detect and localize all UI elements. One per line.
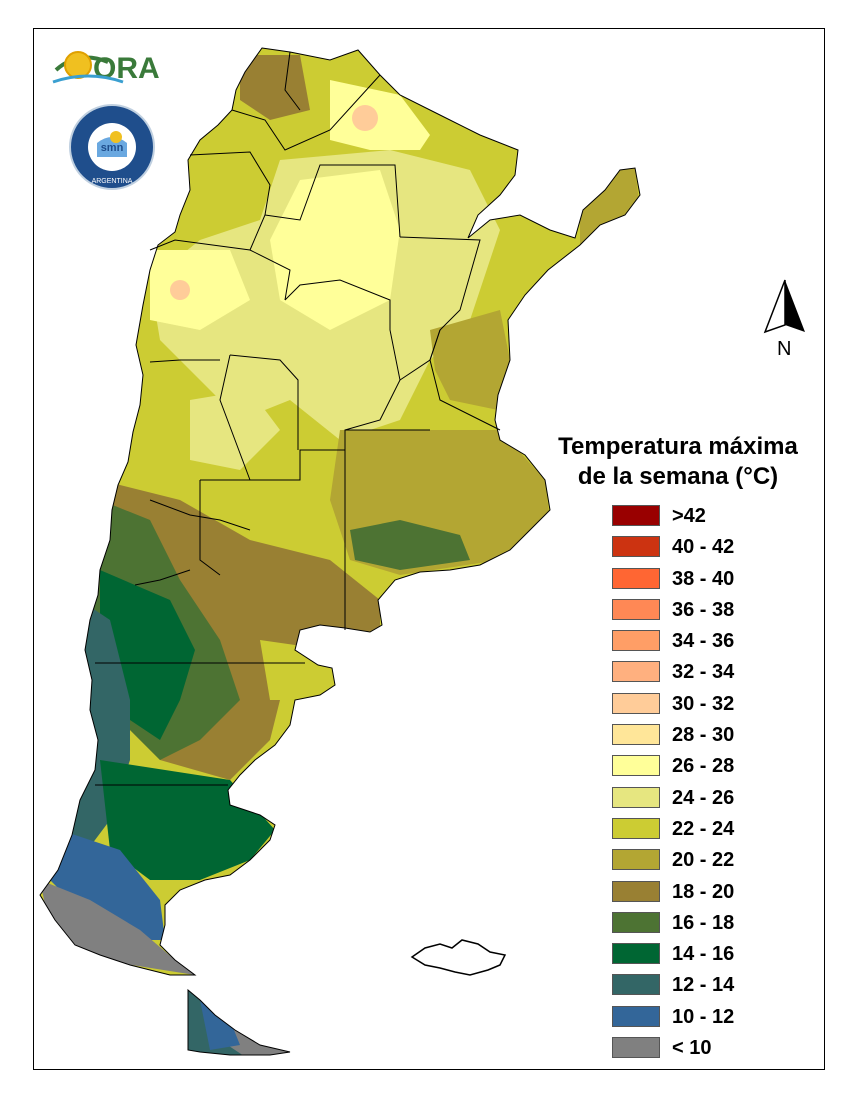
legend-swatch [612,1005,660,1027]
legend-label: < 10 [672,1037,712,1060]
svg-text:ORA: ORA [93,52,160,85]
legend-label: 28 - 30 [672,724,735,747]
legend-label: 24 - 26 [672,786,735,809]
legend-label: 12 - 14 [672,974,735,997]
legend-swatch [612,692,660,714]
legend-label: 26 - 28 [672,755,735,778]
legend-title: Temperatura máxima de la semana (°C) [548,432,808,492]
legend-label: 16 - 18 [672,911,735,934]
north-label: N [777,338,792,360]
legend-title-line1: Temperatura máxima [558,433,798,460]
legend-swatch [612,536,660,558]
smn-logo: smn ARGENTINA [64,103,160,191]
malvinas-islands [410,939,507,976]
legend-label: 10 - 12 [672,1005,735,1028]
legend-title-line2: de la semana (°C) [577,463,779,490]
north-arrow-icon [763,279,805,334]
tierra-del-fuego-fill [188,990,290,1055]
legend-label: 32 - 34 [672,661,735,684]
legend-label: 34 - 36 [672,630,735,653]
legend-swatch [612,567,660,589]
legend-swatch [612,1037,660,1059]
legend-swatch [612,817,660,839]
legend-label: 22 - 24 [672,817,735,840]
svg-text:smn: smn [101,142,124,154]
legend-swatch [612,755,660,777]
legend-label: 14 - 16 [672,943,735,966]
legend-label: 30 - 32 [672,692,735,715]
legend-swatch [612,911,660,933]
legend-swatch [612,630,660,652]
legend-swatch [612,849,660,871]
legend-label: 18 - 20 [672,880,735,903]
legend-swatch [612,786,660,808]
ora-logo: ORA [52,51,160,85]
legend-swatch [612,943,660,965]
legend-label: >42 [672,505,706,527]
legend-label: 38 - 40 [672,567,735,590]
legend-swatch [612,598,660,620]
legend-label: 20 - 22 [672,849,735,872]
legend-label: 36 - 38 [672,598,735,621]
province-boundaries [39,47,641,1056]
svg-text:ARGENTINA: ARGENTINA [92,178,133,185]
legend-swatch [612,505,660,526]
legend-swatch [612,661,660,683]
legend-swatch [612,880,660,902]
legend-swatch [612,724,660,746]
legend-label: 40 - 42 [672,536,735,559]
legend-swatch [612,974,660,996]
